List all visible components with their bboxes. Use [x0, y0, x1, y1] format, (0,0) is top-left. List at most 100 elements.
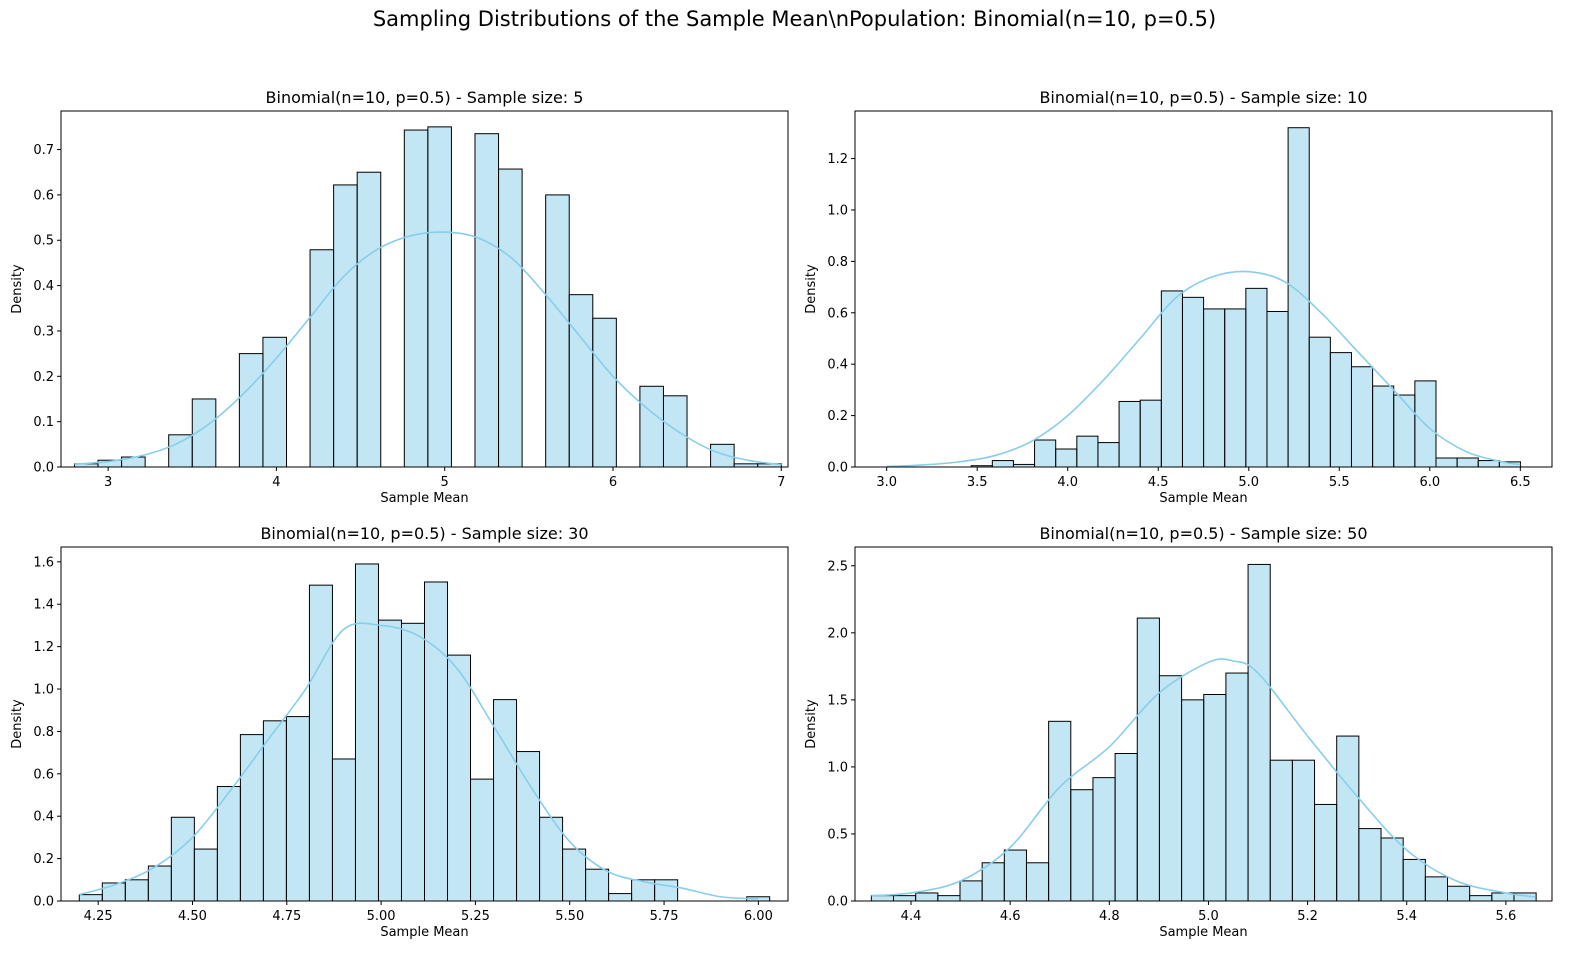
histogram-bar	[1070, 789, 1094, 902]
histogram-bar	[1203, 308, 1226, 468]
histogram-bar	[585, 868, 610, 902]
histogram-bar	[239, 734, 264, 902]
y-tick-label: 0.2	[33, 852, 54, 867]
histogram-bar	[309, 249, 335, 468]
histogram-bar	[1393, 394, 1416, 468]
histogram-bar	[608, 893, 633, 902]
histogram-bar	[285, 716, 310, 902]
histogram-bar	[1358, 828, 1382, 902]
y-tick-label: 1.0	[33, 683, 54, 698]
kde-curve	[886, 270, 1521, 468]
histogram-bar	[447, 654, 472, 902]
histogram-bar	[662, 395, 688, 468]
x-tick-label: 4.25	[84, 909, 113, 924]
histogram-bar	[1003, 849, 1027, 902]
histogram-bar	[981, 862, 1005, 902]
x-tick-label: 5.25	[461, 909, 490, 924]
histogram-bar	[1181, 699, 1205, 902]
histogram-bar	[238, 353, 264, 468]
kde-curve	[79, 622, 759, 900]
x-tick-label: 5.5	[1329, 475, 1350, 490]
histogram-bar	[937, 895, 961, 902]
x-tick-label: 5.00	[367, 909, 396, 924]
histogram-bar	[1114, 753, 1138, 902]
subplot-sample-size-10: 3.0 3.5 4.0 4.5 5.0 5.5 6.0 6.5 0.0 0.2 0.4 0.6 0.8 1…	[804, 88, 1553, 506]
histogram-bar	[1269, 759, 1293, 902]
subplot-sample-size-5: 3 4 5 6 7 0.0 0.1 0.2 0.3 0.4 0.5 0.6 0.7 Binomial(n=…	[10, 88, 789, 506]
histogram-bar	[893, 895, 917, 902]
x-tick-label: 5.50	[555, 909, 584, 924]
histogram-bar	[308, 584, 333, 902]
kde-curve	[871, 658, 1536, 898]
y-tick-label: 0.4	[827, 358, 848, 373]
histogram-bar	[1447, 885, 1471, 902]
x-tick-label: 5.0	[1238, 475, 1259, 490]
plot-frame	[60, 110, 789, 468]
y-tick-label: 0.0	[33, 461, 54, 476]
histogram-bar	[1076, 435, 1099, 468]
histogram-bar	[1048, 720, 1072, 902]
y-tick-label: 0.0	[33, 895, 54, 910]
x-tick-label: 5	[441, 475, 449, 490]
histogram-bar	[427, 126, 452, 468]
figure-suptitle: Sampling Distributions of the Sample Mea…	[373, 7, 1216, 31]
x-axis-label: Sample Mean	[380, 925, 468, 940]
plot-frame	[854, 546, 1553, 902]
histogram-bar	[1336, 735, 1360, 902]
histogram-bar	[1224, 308, 1247, 468]
y-tick-label: 1.6	[33, 555, 54, 570]
histogram-bar	[1456, 457, 1479, 468]
y-tick-label: 0.8	[33, 725, 54, 740]
y-tick-label: 1.0	[827, 760, 848, 775]
histogram-bar	[1402, 858, 1426, 902]
y-axis-label: Density	[10, 699, 25, 749]
x-tick-label: 4.75	[272, 909, 301, 924]
histogram-bar	[1314, 803, 1338, 902]
histogram-bar	[424, 581, 449, 902]
histogram-bar	[1055, 448, 1078, 468]
histogram-bar	[1118, 400, 1141, 468]
histogram-bar	[1136, 617, 1160, 902]
histogram-bar	[1139, 399, 1162, 468]
x-tick-label: 6.5	[1510, 475, 1531, 490]
histogram-bar	[1329, 352, 1352, 468]
y-tick-label: 2.5	[827, 559, 848, 574]
histogram-bar	[400, 622, 425, 902]
histogram-bar	[1092, 777, 1116, 902]
y-tick-label: 0.7	[33, 143, 54, 158]
plot-frame	[854, 110, 1553, 468]
histogram-bar	[1266, 310, 1289, 468]
x-tick-label: 4	[272, 475, 280, 490]
x-tick-label: 5.6	[1496, 909, 1517, 924]
histogram-bar	[1181, 296, 1205, 468]
histogram-bar	[331, 758, 356, 902]
histogram-bar	[356, 171, 382, 468]
y-axis-label: Density	[804, 264, 819, 314]
x-tick-label: 7	[777, 475, 785, 490]
x-tick-label: 4.8	[1099, 909, 1120, 924]
subplot-sample-size-50: 4.4 4.6 4.8 5.0 5.2 5.4 5.6 0.0 0.5 1.0 1.5 2.0 2.5 B…	[804, 524, 1553, 940]
histogram-bar	[124, 879, 149, 902]
y-tick-label: 2.0	[827, 626, 848, 641]
histogram-bar	[1308, 336, 1331, 468]
subplot-title: Binomial(n=10, p=0.5) - Sample size: 50	[1039, 524, 1367, 543]
histogram-bar	[1291, 759, 1316, 902]
histogram-bar	[470, 778, 495, 902]
histogram-bar	[1380, 837, 1404, 902]
kde-curve	[74, 231, 782, 466]
histogram-bar	[1158, 675, 1183, 902]
histogram-bar	[1245, 287, 1268, 468]
x-tick-label: 5.0	[1198, 909, 1219, 924]
y-tick-label: 0.4	[33, 810, 54, 825]
x-tick-label: 3.0	[876, 475, 897, 490]
histogram-bar	[539, 816, 564, 902]
y-tick-label: 0.5	[33, 234, 54, 249]
y-tick-label: 1.2	[33, 640, 54, 655]
y-tick-label: 0.8	[827, 255, 848, 270]
histogram-bar	[1203, 694, 1227, 902]
histogram-bar	[403, 129, 429, 468]
y-axis-label: Density	[10, 264, 25, 314]
histogram-bar	[1034, 439, 1057, 468]
histogram-bar	[562, 848, 587, 902]
histogram-bar	[870, 895, 895, 902]
